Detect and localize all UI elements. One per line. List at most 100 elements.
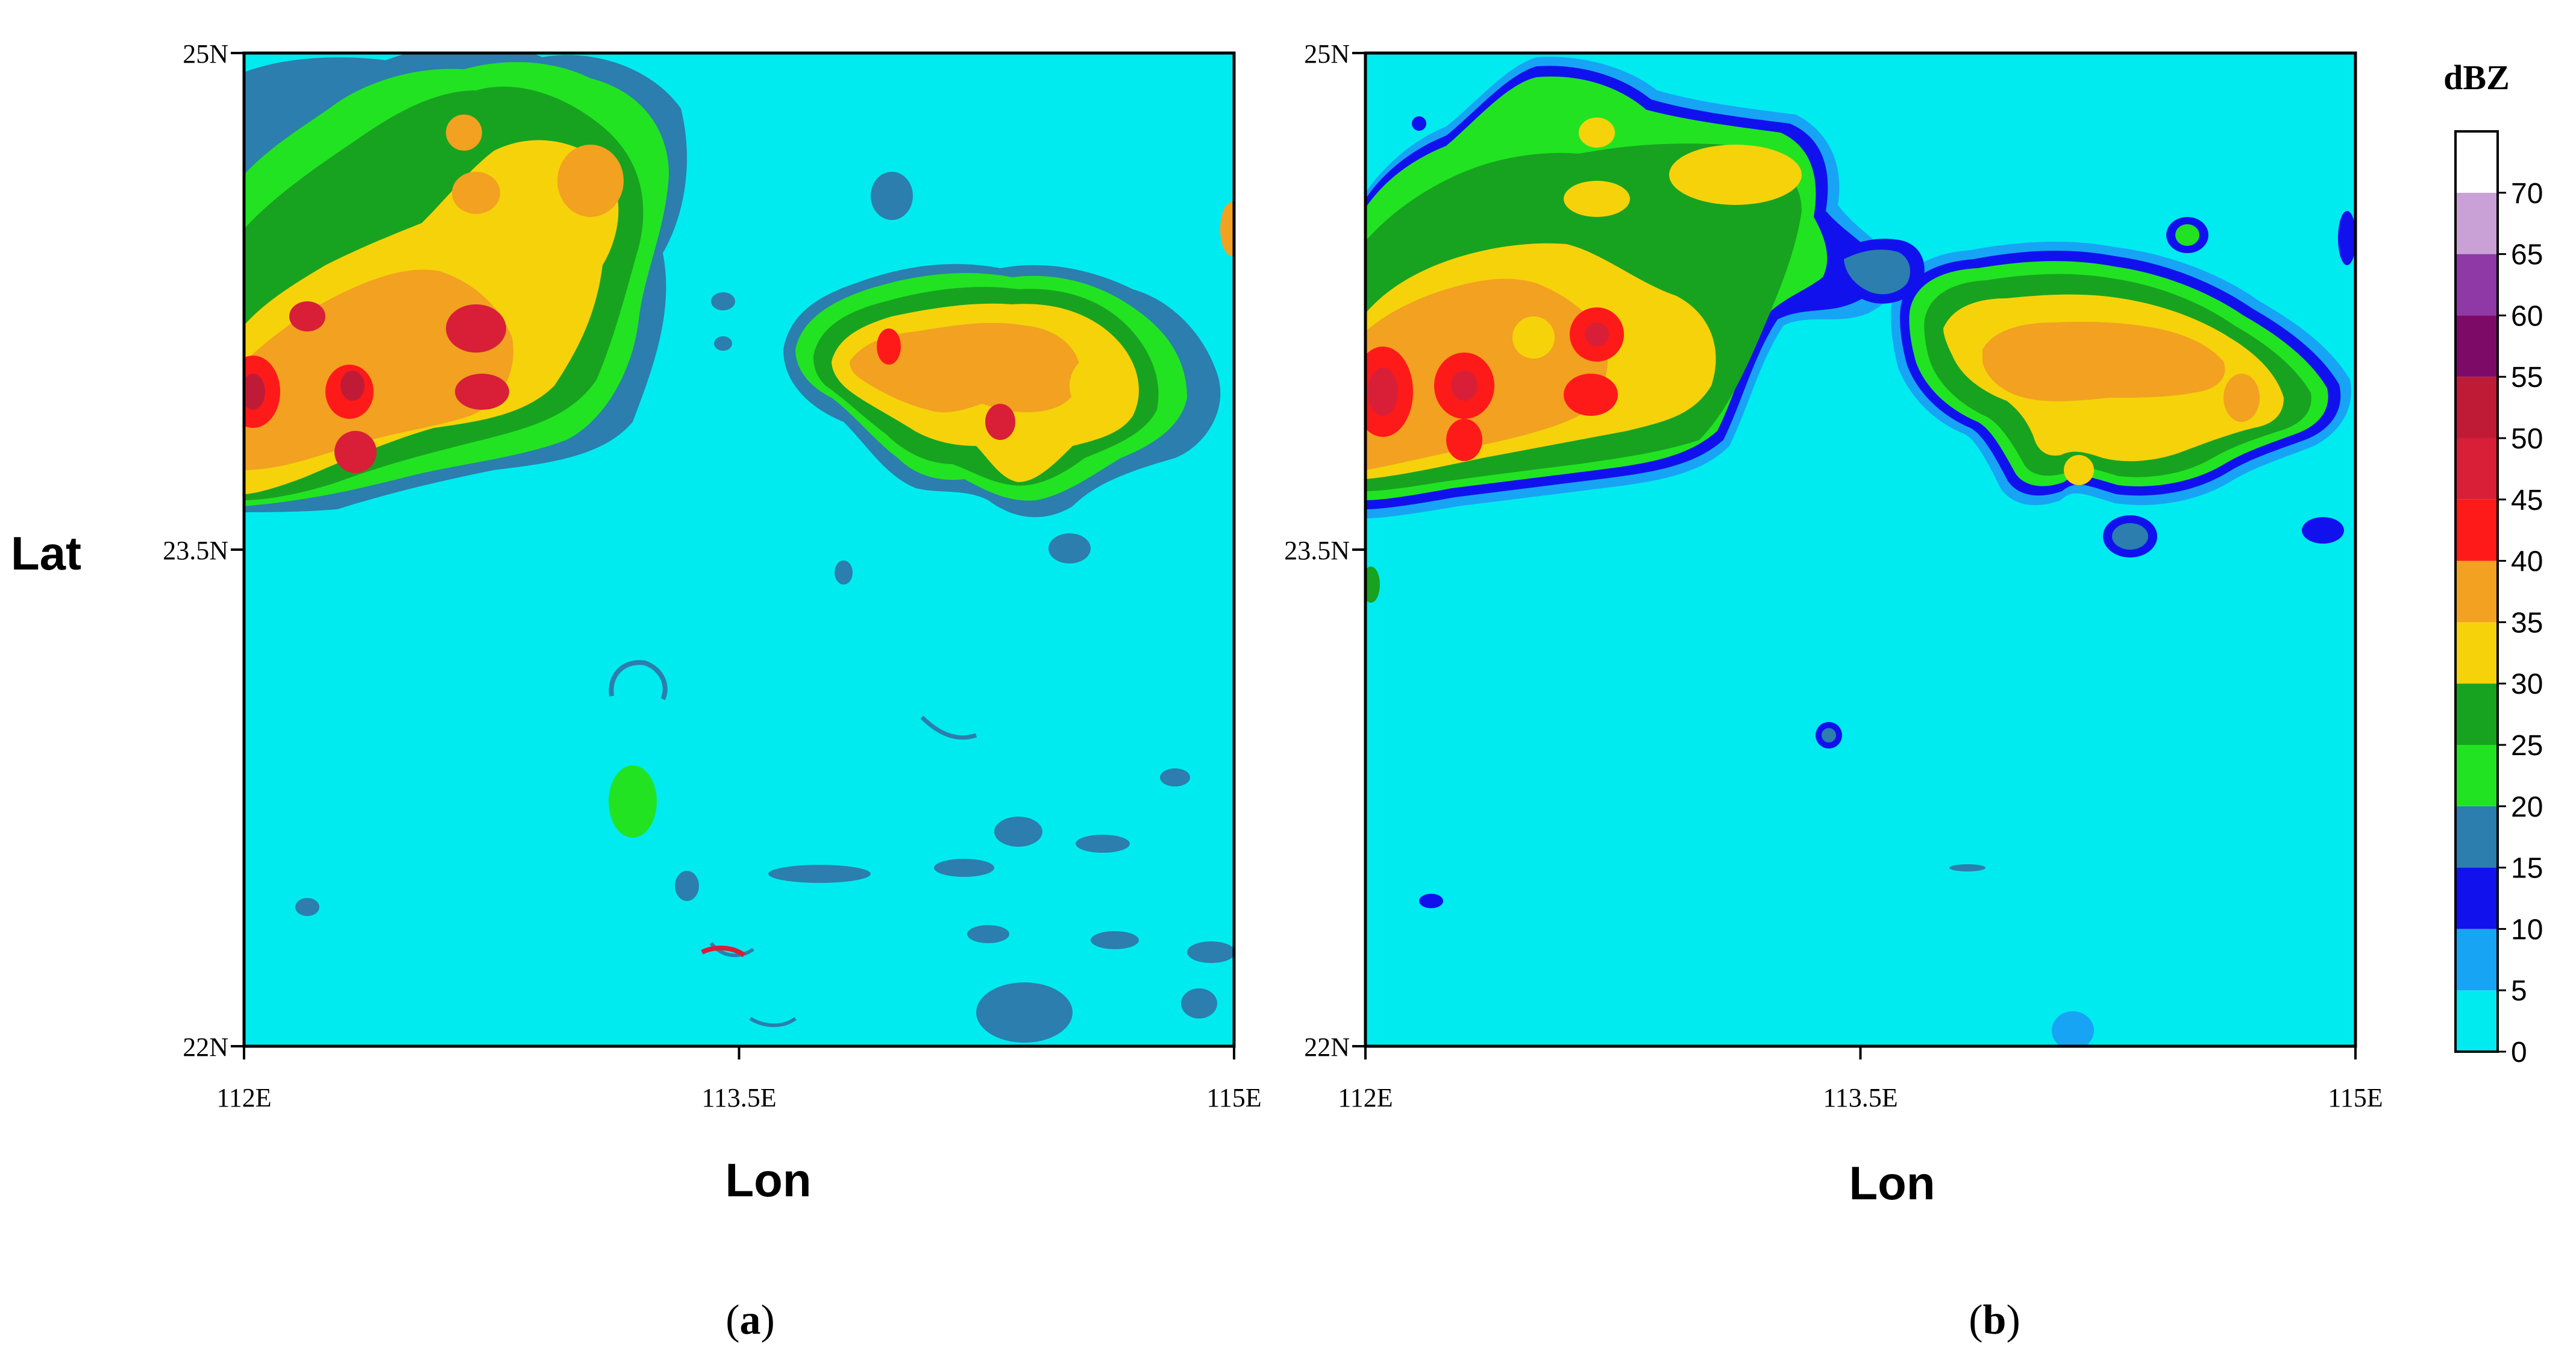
panel-b-ytick-label-1: 23.5N [1284,536,1350,565]
panel-a-arc-echo-1 [920,715,977,740]
panel-b-echo-point-2 [1419,894,1443,908]
panel-b-echo-ne-1-core [2175,224,2199,246]
colorbar-tick-label-7: 35 [2511,607,2543,639]
caption-b-letter: b [1983,1297,2007,1343]
colorbar-segment-7 [2455,560,2498,623]
panel-a [242,51,1236,1048]
panel-a-edge-cell [1220,202,1234,256]
panel-a-arc-echo-3 [749,1017,797,1028]
colorbar-title: dBZ [2443,58,2510,97]
colorbar-segment-3 [2455,806,2498,868]
panel-b-echo-mid-3 [1365,567,1380,603]
panel-a-small-echo-17 [714,336,732,351]
panel-b-cell-yellow-n1 [1579,118,1615,148]
panel-a-ytick-label-2: 25N [183,39,228,69]
panel-a-small-echo-9 [1181,988,1217,1019]
panel-b-xtick-label-1: 113.5E [1823,1083,1898,1113]
panel-a-ytick-label-0: 22N [183,1032,228,1062]
panel-a-small-echo-13 [295,898,319,916]
colorbar-segment-11 [2455,315,2498,377]
panel-b-echo-point-1-core [1822,728,1836,742]
panel-a-small-echo-15 [1160,768,1190,786]
panel-a-small-echo-8 [1187,941,1234,963]
panel-a-small-echo-2 [934,859,994,877]
colorbar-segment-5 [2455,683,2498,745]
caption-a: (a) [725,1297,775,1343]
panel-a-small-echo-4 [1076,835,1130,853]
colorbar-tick-label-14: 70 [2511,178,2543,210]
panel-a-small-echo-12 [835,560,853,585]
panel-b-echo-bottom [2052,1011,2094,1046]
panel-a-cell-red-4 [446,304,506,353]
panel-b-ytick-label-0: 22N [1304,1032,1350,1062]
panel-a-small-echo-5 [976,982,1073,1043]
panel-b-bridge-20dbz [1844,250,1910,295]
panel-b-cell-red-4 [1564,374,1618,416]
panel-b-cell-east-orange [2223,374,2260,422]
panel-b-xlabel: Lon [1849,1157,1935,1210]
panel-a-cell-red-6 [289,301,325,331]
colorbar-segment-0 [2455,990,2498,1052]
panel-b-cell-east-yellow-s [2064,455,2094,485]
panel-b-cell-darkred-3 [1585,322,1609,347]
panel-a-cell-yellow-top [446,115,482,151]
colorbar-segment-13 [2455,192,2498,254]
colorbar-tick-label-10: 50 [2511,423,2543,455]
panel-b-ytick-label-2: 25N [1304,39,1350,69]
panel-a-ytick-label-1: 23.5N [163,536,228,565]
panel-b-echo-top-left [1412,116,1426,131]
colorbar-tick-label-13: 65 [2511,239,2543,271]
colorbar-segment-10 [2455,377,2498,438]
panel-b-echo-ne-2 [2338,211,2355,265]
colorbar-tick-label-0: 0 [2511,1037,2527,1069]
colorbar-tick-label-4: 20 [2511,791,2543,823]
panel-a-small-echo-14 [871,172,913,220]
colorbar-segment-1 [2455,929,2498,991]
panel-a-cell-red-3 [334,431,377,473]
colorbar-tick-label-6: 30 [2511,668,2543,700]
panel-a-xtick-label-2: 115E [1206,1083,1261,1113]
panel-b-echo-mid-1-core [2112,523,2148,550]
panel-b-storm-east-35dbz [1982,321,2225,401]
colorbar-segment-9 [2455,438,2498,500]
colorbar-segment-8 [2455,499,2498,561]
panel-a-ylabel: Lat [11,527,81,580]
panel-b-xtick-label-2: 115E [2328,1083,2383,1113]
panel-a-cell-darkred-2 [244,374,265,410]
panel-a-cell-east-red [877,328,901,365]
colorbar-segment-14 [2455,131,2498,193]
panel-b-cell-darkred-1 [1368,368,1398,416]
caption-a-letter: a [740,1297,761,1343]
colorbar-tick-label-8: 40 [2511,546,2543,578]
panel-a-small-echo-16 [711,292,735,310]
axes-layer: 112E 113.5E 115E 22N 23.5N 25N 112E 113.5E 115E 2… [163,39,2383,1113]
panel-b-echo-mid-2 [2302,517,2344,544]
panel-a-cell-orange-north2 [452,172,500,214]
colorbar-segment-2 [2455,867,2498,929]
panel-a-small-echo-11 [1048,533,1091,563]
panel-b-cell-yellow-n2 [1564,181,1630,217]
panel-a-cell-east-yellow [1070,356,1124,416]
panel-b-cell-orange-2 [1446,419,1482,461]
panel-a-small-echo-10 [675,871,699,901]
colorbar-tick-label-2: 10 [2511,914,2543,946]
colorbar-segment-6 [2455,622,2498,684]
panel-a-cell-orange-north [557,145,624,217]
colorbar: dBZ 0 5 10 15 20 25 30 35 40 45 50 55 60 65 70 [2443,58,2543,1069]
panel-b-cell-yellow-n3 [1669,145,1802,205]
panel-a-cell-east-red2 [985,404,1015,440]
colorbar-segment-4 [2455,745,2498,806]
panel-a-storm-east-35dbz [850,322,1080,413]
colorbar-tick-label-11: 55 [2511,362,2543,394]
panel-a-echo-field [244,53,1234,1043]
panel-a-xtick-label-1: 113.5E [701,1083,776,1113]
colorbar-tick-label-9: 45 [2511,485,2543,516]
panel-b-cell-orange-1 [1512,316,1555,359]
panel-a-cell-darkred [340,371,365,401]
panel-a-red-arc [701,946,746,958]
panel-a-xlabel: Lon [725,1154,812,1207]
panel-a-green-cell [609,765,657,838]
panel-a-small-echo-7 [1091,931,1139,949]
caption-b: (b) [1969,1297,2020,1343]
